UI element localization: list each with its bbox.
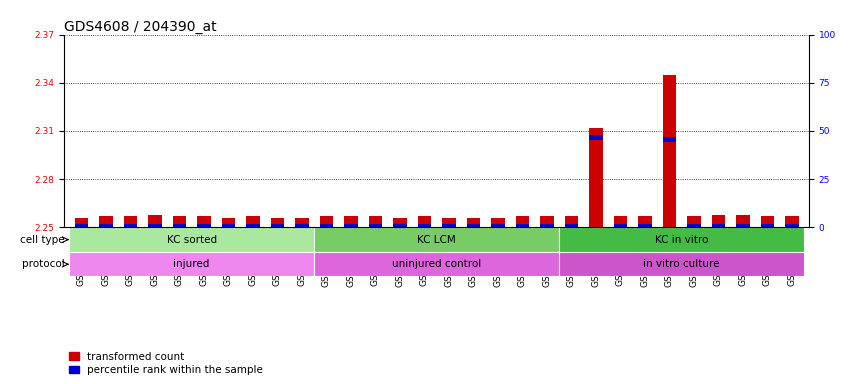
Bar — [760, 216, 774, 227]
Bar — [197, 223, 211, 228]
Bar — [540, 223, 554, 228]
Bar — [295, 218, 308, 227]
Bar — [344, 223, 358, 228]
Legend: transformed count, percentile rank within the sample: transformed count, percentile rank withi… — [69, 352, 263, 375]
Bar — [559, 252, 804, 276]
Text: KC sorted: KC sorted — [167, 235, 217, 245]
Bar — [222, 223, 235, 228]
Bar — [442, 223, 455, 228]
Text: uninjured control: uninjured control — [392, 259, 481, 269]
Bar — [99, 223, 113, 228]
Bar — [319, 223, 333, 228]
Bar — [295, 223, 308, 228]
Bar — [369, 223, 382, 228]
Text: GDS4608 / 204390_at: GDS4608 / 204390_at — [64, 20, 217, 33]
Bar — [515, 223, 529, 228]
Bar — [663, 137, 676, 142]
Bar — [736, 215, 750, 227]
Bar — [687, 223, 700, 228]
Bar — [760, 223, 774, 228]
Bar — [69, 227, 314, 252]
Bar — [246, 216, 259, 227]
Bar — [785, 216, 799, 227]
Bar — [148, 223, 162, 228]
Bar — [785, 223, 799, 228]
Text: protocol: protocol — [22, 259, 65, 269]
Bar — [74, 218, 88, 227]
Bar — [173, 216, 186, 227]
Bar — [393, 223, 407, 228]
Bar — [344, 216, 358, 227]
Bar — [319, 216, 333, 227]
Bar — [540, 216, 554, 227]
Text: KC LCM: KC LCM — [417, 235, 456, 245]
Text: injured: injured — [174, 259, 210, 269]
Bar — [614, 216, 627, 227]
Bar — [663, 75, 676, 227]
Bar — [148, 215, 162, 227]
Bar — [638, 223, 651, 228]
Bar — [736, 223, 750, 228]
Bar — [270, 223, 284, 228]
Bar — [74, 223, 88, 228]
Bar — [197, 216, 211, 227]
Bar — [222, 218, 235, 227]
Bar — [173, 223, 186, 228]
Bar — [314, 252, 559, 276]
Bar — [565, 223, 578, 228]
Bar — [687, 216, 700, 227]
Bar — [565, 216, 578, 227]
Bar — [491, 223, 504, 228]
Bar — [442, 218, 455, 227]
Bar — [69, 252, 314, 276]
Bar — [614, 223, 627, 228]
Bar — [393, 218, 407, 227]
Bar — [638, 216, 651, 227]
Bar — [99, 216, 113, 227]
Bar — [369, 216, 382, 227]
Bar — [467, 218, 480, 227]
Bar — [246, 223, 259, 228]
Bar — [711, 223, 725, 228]
Bar — [123, 216, 137, 227]
Bar — [559, 227, 804, 252]
Bar — [589, 128, 603, 227]
Bar — [711, 215, 725, 227]
Bar — [589, 135, 603, 140]
Bar — [515, 216, 529, 227]
Bar — [418, 223, 431, 228]
Bar — [467, 223, 480, 228]
Bar — [418, 216, 431, 227]
Bar — [123, 223, 137, 228]
Text: KC in vitro: KC in vitro — [655, 235, 708, 245]
Text: in vitro culture: in vitro culture — [643, 259, 720, 269]
Text: cell type: cell type — [20, 235, 65, 245]
Bar — [270, 218, 284, 227]
Bar — [314, 227, 559, 252]
Bar — [491, 218, 504, 227]
